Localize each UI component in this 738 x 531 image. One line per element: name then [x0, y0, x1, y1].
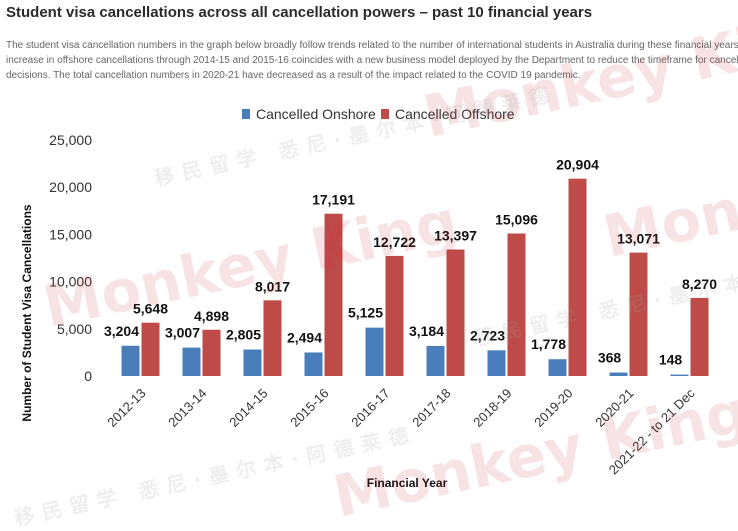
legend-swatch	[242, 109, 250, 119]
data-label: 5,125	[348, 305, 383, 321]
y-tick-label: 5,000	[57, 321, 92, 337]
data-label: 13,071	[617, 231, 660, 247]
legend-label: Cancelled Onshore	[256, 106, 376, 122]
bar-offshore	[385, 255, 404, 376]
bar-onshore	[304, 352, 323, 376]
data-label: 4,898	[194, 308, 229, 324]
data-label: 3,204	[104, 323, 139, 339]
data-label: 8,270	[682, 276, 717, 292]
x-tick-label: 2016-17	[348, 386, 392, 430]
data-label: 3,184	[409, 323, 444, 339]
data-label: 148	[659, 352, 683, 368]
bar-onshore	[243, 349, 262, 376]
y-tick-label: 10,000	[49, 274, 92, 290]
bar-onshore	[670, 374, 689, 376]
data-label: 20,904	[556, 157, 599, 173]
data-label: 12,722	[373, 234, 416, 250]
x-tick-label: 2020-21	[592, 386, 636, 430]
data-label: 8,017	[255, 278, 290, 294]
data-label: 1,778	[531, 336, 566, 352]
x-tick-label: 2014-15	[226, 386, 270, 430]
data-label: 2,805	[226, 327, 261, 343]
y-tick-label: 0	[84, 368, 92, 384]
bar-offshore	[690, 297, 709, 376]
data-label: 368	[598, 350, 622, 366]
x-tick-label: 2018-19	[470, 386, 514, 430]
bar-onshore	[426, 345, 445, 376]
x-tick-label: 2012-13	[104, 386, 148, 430]
bar-offshore	[141, 322, 160, 376]
bar-offshore	[324, 213, 343, 376]
y-tick-label: 25,000	[49, 132, 92, 148]
chart-description: The student visa cancellation numbers in…	[6, 38, 738, 83]
data-label: 5,648	[133, 301, 168, 317]
bar-offshore	[446, 249, 465, 376]
description-line: increase in offshore cancellations throu…	[6, 55, 738, 66]
data-label: 3,007	[165, 325, 200, 341]
data-label: 13,397	[434, 228, 477, 244]
legend-label: Cancelled Offshore	[395, 106, 515, 122]
data-label: 15,096	[495, 211, 538, 227]
bar-offshore	[568, 178, 587, 376]
description-line: decisions. The total cancellation number…	[6, 70, 581, 81]
x-tick-label: 2019-20	[531, 386, 575, 430]
data-label: 2,723	[470, 327, 505, 343]
bar-onshore	[609, 372, 628, 376]
y-tick-label: 15,000	[49, 226, 92, 242]
bar-onshore	[548, 359, 567, 376]
bar-offshore	[202, 329, 221, 376]
x-tick-label: 2013-14	[165, 386, 209, 430]
y-axis-title: Number of Student Visa Cancellations	[20, 204, 34, 421]
bar-onshore	[182, 347, 201, 376]
x-tick-label: 2015-16	[287, 386, 331, 430]
data-label: 2,494	[287, 329, 322, 345]
bar-onshore	[121, 345, 140, 376]
legend-swatch	[381, 109, 389, 119]
y-tick-label: 20,000	[49, 179, 92, 195]
x-axis-title: Financial Year	[367, 476, 448, 490]
description-line: The student visa cancellation numbers in…	[6, 40, 738, 51]
bar-offshore	[629, 252, 648, 376]
x-tick-label: 2017-18	[409, 386, 453, 430]
data-label: 17,191	[312, 192, 355, 208]
bar-offshore	[507, 233, 526, 376]
bar-offshore	[263, 300, 282, 376]
bar-chart: 0 5,000 10,000 15,000 20,000 25,000 Number of …	[20, 106, 717, 490]
bar-onshore	[487, 350, 506, 376]
page-title: Student visa cancellations across all ca…	[6, 4, 593, 21]
bar-onshore	[365, 327, 384, 376]
